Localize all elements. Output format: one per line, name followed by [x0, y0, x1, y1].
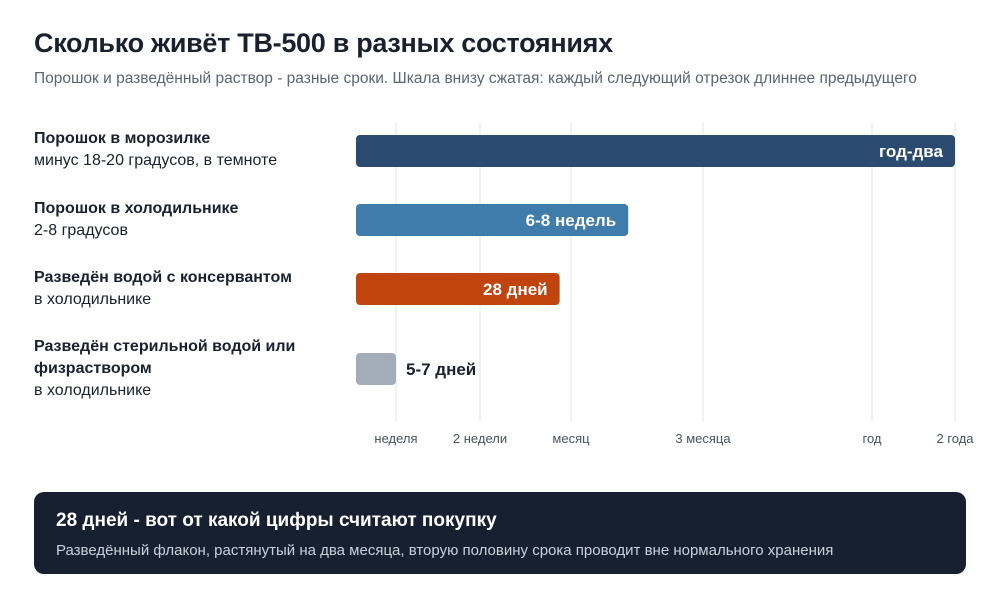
bar-value-label: 5-7 дней	[406, 360, 476, 379]
row-label-freezer: Порошок в морозилке минус 18-20 градусов…	[34, 128, 334, 172]
bar	[356, 353, 396, 385]
row-subtitle: 2-8 градусов	[34, 222, 128, 239]
bar	[356, 135, 955, 167]
row-subtitle: в холодильнике	[34, 382, 152, 399]
page-subtitle: Порошок и разведённый раствор - разные с…	[34, 70, 917, 87]
x-tick-label: год	[863, 431, 882, 446]
shelf-life-chart: неделя 2 недели месяц 3 месяца год 2 года год-…	[356, 122, 974, 446]
row-label-fridge: Порошок в холодильнике 2-8 градусов	[34, 198, 334, 242]
bar-value-label: год-два	[879, 142, 943, 161]
bar-value-label: 28 дней	[483, 280, 548, 299]
callout-box: 28 дней - вот от какой цифры считают пок…	[34, 492, 966, 574]
page-title: Сколько живёт ТВ-500 в разных состояниях	[34, 28, 613, 58]
callout-text: Разведённый флакон, растянутый на два ме…	[56, 542, 834, 559]
callout-title: 28 дней - вот от какой цифры считают пок…	[56, 510, 497, 531]
x-tick-label: неделя	[374, 431, 417, 446]
row-title: Разведён водой с консервантом	[34, 269, 292, 286]
row-label-sterile: Разведён стерильной водой или физраствор…	[34, 336, 304, 402]
bar	[356, 273, 560, 305]
bar	[356, 204, 629, 236]
row-subtitle: минус 18-20 градусов, в темноте	[34, 152, 278, 169]
x-tick-label: 2 недели	[453, 431, 507, 446]
row-title: Порошок в холодильнике	[34, 200, 239, 217]
x-tick-label: 2 года	[936, 431, 974, 446]
row-title: Разведён стерильной водой или физраствор…	[34, 338, 296, 377]
row-subtitle: в холодильнике	[34, 291, 152, 308]
x-tick-label: 3 месяца	[675, 431, 731, 446]
x-tick-label: месяц	[552, 431, 590, 446]
bar-value-label: 6-8 недель	[526, 211, 617, 230]
row-label-preservative: Разведён водой с консервантом в холодиль…	[34, 267, 334, 311]
row-title: Порошок в морозилке	[34, 130, 211, 147]
